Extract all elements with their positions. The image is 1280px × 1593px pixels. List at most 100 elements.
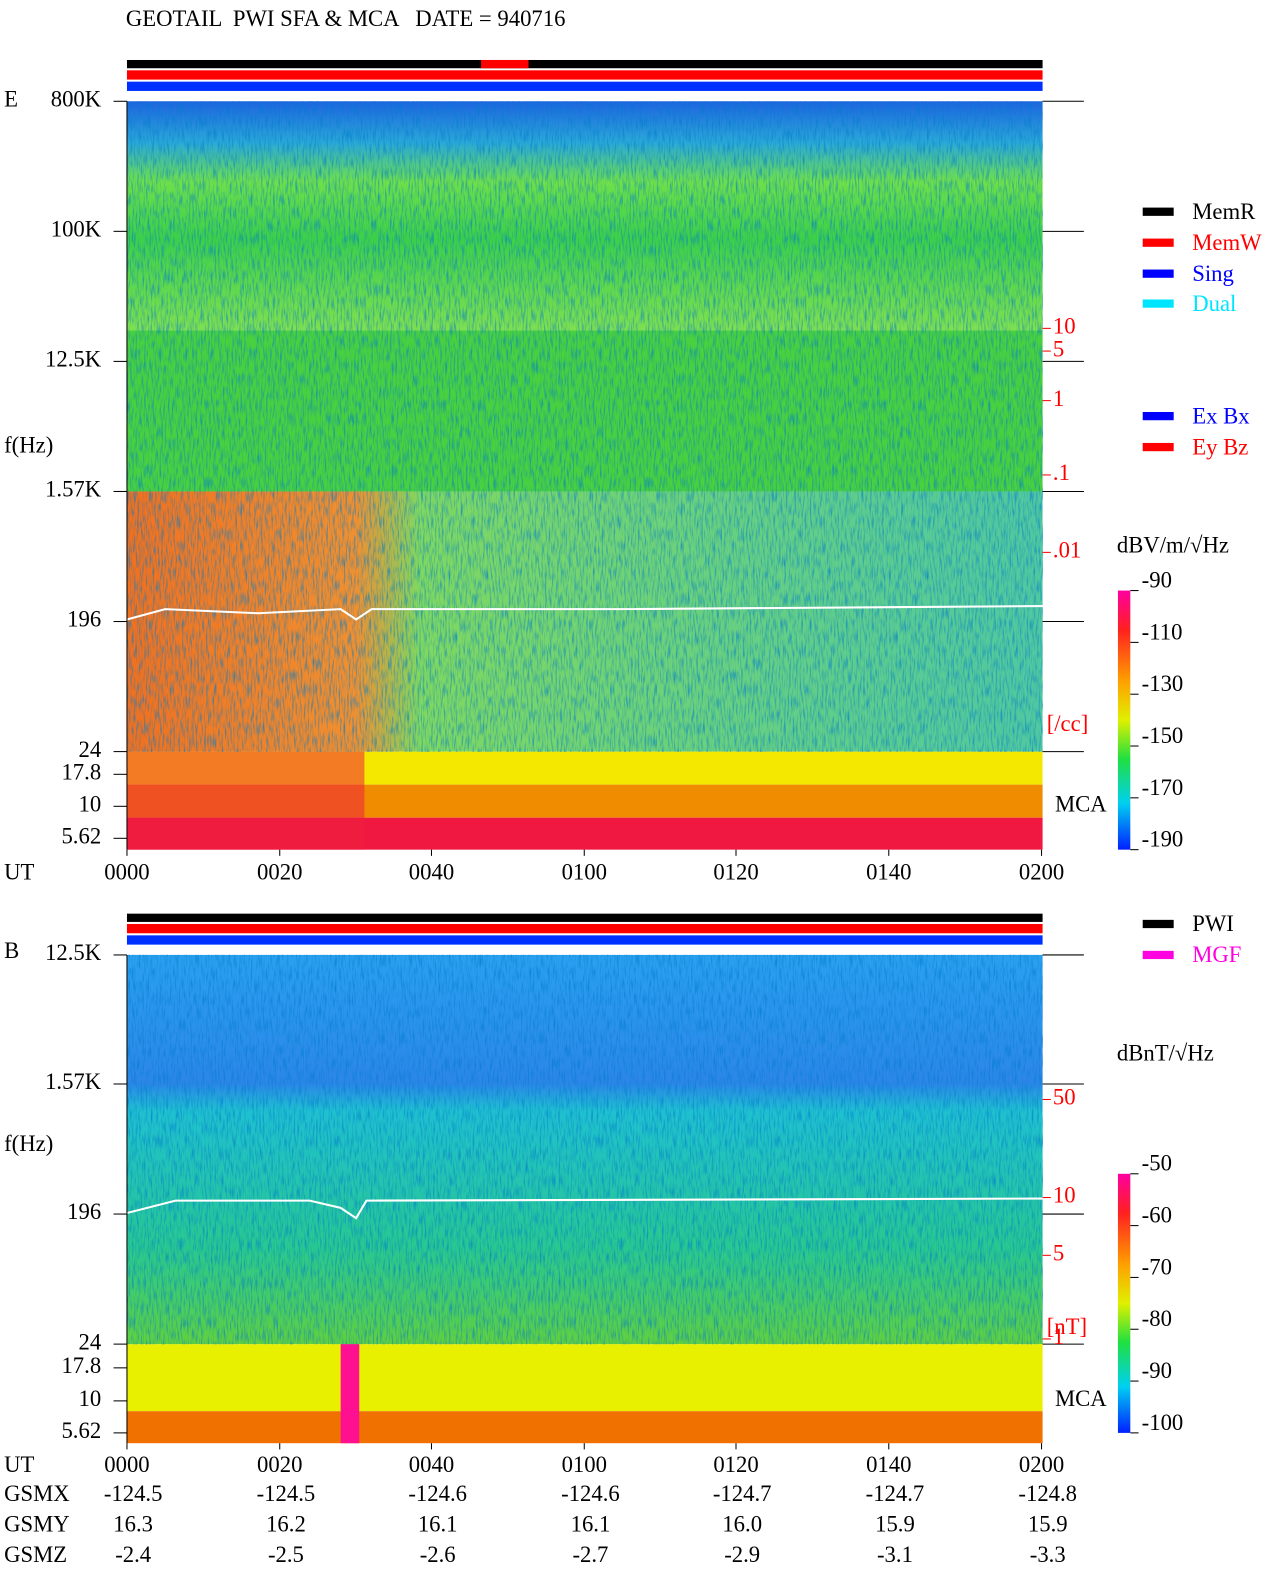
orbit-value: -3.3 [1030, 1542, 1066, 1567]
colorbar-tick-label: -170 [1142, 775, 1184, 800]
y-axis-label: f(Hz) [4, 1131, 53, 1156]
status-bar [126, 935, 1043, 945]
colorbar-tick-label: -190 [1142, 827, 1184, 852]
mca-label: MCA [1055, 792, 1107, 817]
colorbar [1117, 590, 1131, 850]
y-tick-label: 196 [67, 1199, 101, 1224]
legend-swatch [1142, 207, 1174, 216]
mca-band [126, 1411, 1043, 1444]
colorbar-tick-label: -70 [1142, 1254, 1172, 1279]
colorbar-unit: dBnT/√Hz [1117, 1040, 1214, 1065]
status-bar [126, 81, 1043, 91]
right-tick-label: 1 [1053, 1324, 1064, 1349]
x-tick-label: 0120 [713, 1452, 758, 1477]
status-bar [126, 923, 1043, 934]
legend-swatch [1142, 950, 1174, 960]
orbit-value: -124.5 [104, 1481, 163, 1506]
x-tick-label: 0140 [866, 1452, 911, 1477]
legend-label: Dual [1192, 291, 1236, 316]
mca-band [126, 1344, 1043, 1412]
right-tick-label: 10 [1053, 314, 1076, 339]
right-tick-label: 50 [1053, 1085, 1076, 1110]
status-mark [481, 59, 529, 69]
y-tick-label: 196 [67, 607, 101, 632]
y-tick-label: 5.62 [61, 824, 101, 849]
mca-band [126, 751, 365, 850]
right-tick-label: 1 [1053, 386, 1064, 411]
right-tick-label: .1 [1053, 460, 1070, 485]
legend-swatch [1142, 299, 1174, 308]
orbit-label: GSMY [4, 1512, 70, 1537]
x-tick-label: 0120 [713, 860, 758, 885]
x-tick-label: 0000 [104, 1452, 149, 1477]
orbit-value: -124.6 [561, 1481, 620, 1506]
orbit-value: -3.1 [877, 1542, 913, 1567]
legend-label: Sing [1192, 261, 1234, 286]
y-tick-label: 10 [78, 1386, 101, 1411]
right-tick-label: 5 [1053, 1241, 1064, 1266]
orbit-value: -124.6 [408, 1481, 467, 1506]
status-bar [126, 913, 1043, 922]
orbit-value: 16.1 [418, 1512, 458, 1537]
y-tick-label: 17.8 [61, 760, 101, 785]
orbit-value: -2.4 [115, 1542, 151, 1567]
legend-swatch [1142, 442, 1174, 452]
legend-swatch [1142, 269, 1174, 278]
colorbar-tick-label: -130 [1142, 671, 1184, 696]
x-tick-label: 0200 [1019, 1452, 1064, 1477]
colorbar-tick-label: -90 [1142, 568, 1172, 593]
x-axis-label: UT [4, 860, 34, 885]
plasma-line [126, 605, 1043, 621]
orbit-value: -2.5 [268, 1542, 304, 1567]
x-tick-label: 0200 [1019, 860, 1064, 885]
right-tick-label: .01 [1053, 538, 1081, 563]
colorbar-tick-label: -100 [1142, 1410, 1184, 1435]
orbit-value: -2.7 [572, 1542, 608, 1567]
unit-label: [/cc] [1047, 711, 1089, 736]
y-tick-label: 24 [78, 737, 101, 762]
legend-label: PWI [1192, 911, 1234, 936]
legend-label: Ey Bz [1192, 434, 1248, 459]
panel-label: B [4, 938, 19, 963]
orbit-value: 16.2 [266, 1512, 306, 1537]
x-tick-label: 0100 [562, 860, 607, 885]
x-tick-label: 0020 [257, 860, 302, 885]
colorbar-unit: dBV/m/√Hz [1117, 532, 1229, 557]
orbit-value: 16.1 [571, 1512, 611, 1537]
orbit-label: GSMZ [4, 1542, 67, 1567]
colorbar-tick-label: -110 [1142, 619, 1183, 644]
title: GEOTAIL PWI SFA & MCA DATE = 940716 [126, 6, 566, 31]
orbit-value: -124.7 [866, 1481, 925, 1506]
y-tick-label: 1.57K [45, 1069, 102, 1094]
status-bar [126, 70, 1043, 80]
y-tick-label: 10 [78, 792, 101, 817]
legend-swatch [1142, 411, 1174, 421]
y-tick-label: 17.8 [61, 1353, 101, 1378]
status-bar [126, 59, 1043, 69]
right-tick-label: 10 [1053, 1183, 1076, 1208]
x-tick-label: 0100 [562, 1452, 607, 1477]
orbit-value: -2.6 [420, 1542, 456, 1567]
orbit-label: GSMX [4, 1481, 70, 1506]
legend-label: Ex Bx [1192, 403, 1250, 428]
orbit-value: -124.5 [257, 1481, 316, 1506]
y-tick-label: 12.5K [45, 940, 102, 965]
legend-label: MGF [1192, 942, 1241, 967]
panel-label: E [4, 86, 18, 111]
unit-label: [nT] [1047, 1314, 1087, 1339]
colorbar-tick-label: -60 [1142, 1203, 1172, 1228]
colorbar-tick-label: -90 [1142, 1358, 1172, 1383]
orbit-value: 16.3 [113, 1512, 153, 1537]
legend-label: MemR [1192, 199, 1256, 224]
right-tick-label: 5 [1053, 336, 1064, 361]
legend-label: MemW [1192, 230, 1262, 255]
plasma-line [126, 1197, 1043, 1220]
mca-band [340, 1344, 360, 1444]
colorbar-tick-label: -50 [1142, 1151, 1172, 1176]
orbit-value: -124.8 [1018, 1481, 1077, 1506]
x-axis-label: UT [4, 1452, 34, 1477]
y-tick-label: 24 [78, 1329, 101, 1354]
y-axis-label: f(Hz) [4, 432, 53, 457]
colorbar-tick-label: -150 [1142, 723, 1184, 748]
